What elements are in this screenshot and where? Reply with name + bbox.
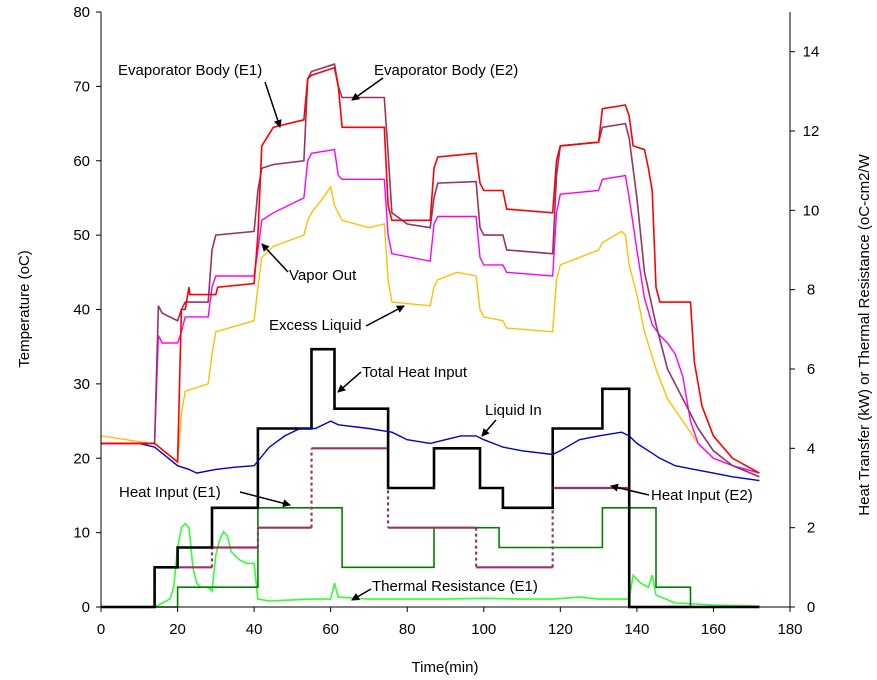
- y-right-tick-label: 14: [803, 44, 820, 61]
- x-tick-label: 160: [701, 621, 726, 638]
- y-left-tick-label: 30: [73, 376, 90, 393]
- annotation-arrow-ann_excess: [365, 305, 405, 327]
- y-right-axis-title: Heat Transfer (kW) or Thermal Resistance…: [856, 153, 873, 515]
- annotation-arrow-ann_he2: [610, 483, 650, 496]
- series-total_heat-line: [101, 347, 760, 609]
- annotation-ann_res: Thermal Resistance (E1): [372, 578, 538, 595]
- y-left-tick-label: 60: [73, 153, 90, 170]
- series-resistance-line: [101, 522, 760, 608]
- series-excess-line: [100, 185, 760, 474]
- x-tick-label: 0: [97, 621, 105, 638]
- annotation-arrow-ann_e2: [351, 77, 384, 101]
- y-right-tick-label: 10: [803, 202, 820, 219]
- annotation-arrow-ann_vapor: [261, 243, 289, 273]
- annotation-arrow-ann_total: [337, 371, 362, 393]
- annotation-ann_he1: Heat Input (E1): [119, 484, 221, 501]
- series-vapor-line: [101, 148, 760, 474]
- x-tick-label: 40: [246, 621, 263, 638]
- annotation-ann_e1: Evaporator Body (E1): [118, 62, 262, 79]
- y-right-tick-label: 8: [807, 282, 815, 299]
- y-right-tick-label: 4: [807, 440, 815, 457]
- y-right-tick-label: 0: [807, 599, 815, 616]
- y-right-tick-label: 12: [803, 123, 820, 140]
- y-left-tick-label: 40: [73, 302, 90, 319]
- annotations-layer: Evaporator Body (E1) Evaporator Body (E2)…: [118, 62, 753, 601]
- annotation-arrow-ann_liq: [481, 419, 497, 437]
- y-right-tick-label: 6: [807, 361, 815, 378]
- y-right-tick-label: 2: [807, 520, 815, 537]
- x-axis-title: Time(min): [412, 659, 479, 676]
- x-tick-label: 100: [471, 621, 496, 638]
- y-left-tick-label: 50: [73, 227, 90, 244]
- series-heat_e1-line: [101, 507, 760, 608]
- x-tick-label: 60: [322, 621, 339, 638]
- annotation-ann_e2: Evaporator Body (E2): [374, 62, 518, 79]
- y-left-tick-label: 10: [73, 525, 90, 542]
- y-left-axis-title: Temperature (oC): [16, 250, 33, 368]
- x-tick-label: 140: [624, 621, 649, 638]
- annotation-arrow-ann_he1: [239, 491, 291, 508]
- x-tick-label: 180: [777, 621, 802, 638]
- y-left-tick-label: 80: [73, 4, 90, 21]
- annotation-ann_liq: Liquid In: [485, 402, 542, 419]
- series-e1-line: [101, 66, 760, 474]
- annotation-arrow-ann_e1: [264, 81, 282, 128]
- axes-layer: [100, 12, 791, 608]
- annotation-ann_vapor: Vapor Out: [289, 267, 357, 284]
- y-left-tick-label: 20: [73, 450, 90, 467]
- annotation-ann_excess: Excess Liquid: [269, 317, 362, 334]
- plot-layer: [100, 63, 760, 609]
- y-left-tick-label: 0: [82, 599, 90, 616]
- series-liquid_in-line: [101, 420, 760, 482]
- x-tick-label: 20: [169, 621, 186, 638]
- x-tick-label: 80: [399, 621, 416, 638]
- annotation-ann_he2: Heat Input (E2): [651, 487, 753, 504]
- y-left-tick-label: 70: [73, 78, 90, 95]
- x-tick-label: 120: [548, 621, 573, 638]
- series-e2-line: [101, 63, 760, 478]
- annotation-arrow-ann_res: [351, 588, 372, 601]
- ticks-layer: 0 20 40 60 80 100 120 140 160 1800102030405060708…: [73, 4, 819, 638]
- annotation-ann_total: Total Heat Input: [362, 364, 468, 381]
